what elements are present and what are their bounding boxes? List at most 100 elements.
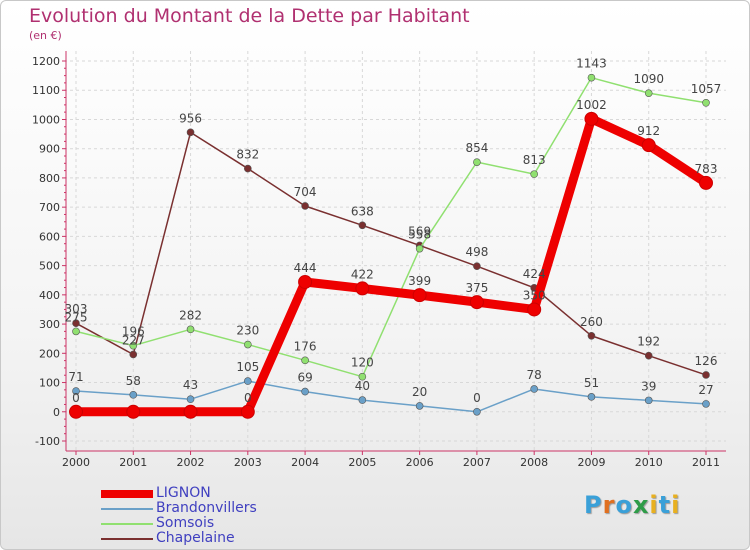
- data-label-lignon: 422: [351, 267, 374, 281]
- data-label-chapelaine: 227: [122, 333, 145, 347]
- legend-swatch: [101, 523, 153, 525]
- data-point-brandonvillers: [415, 402, 424, 410]
- data-label-chapelaine: 832: [236, 148, 259, 162]
- data-point-brandonvillers: [530, 385, 538, 393]
- data-label-brandonvillers: 69: [297, 371, 312, 385]
- y-tick-label: -100: [35, 435, 60, 448]
- data-label-somsois: 275: [65, 310, 88, 324]
- legend-swatch: [101, 538, 153, 540]
- data-point-lignon: [355, 281, 370, 296]
- legend-label: Brandonvillers: [156, 500, 257, 516]
- data-label-brandonvillers: 27: [698, 383, 713, 397]
- data-point-brandonvillers: [72, 387, 80, 395]
- data-label-somsois: 558: [408, 228, 431, 242]
- x-tick-label: 2003: [234, 456, 262, 469]
- data-point-brandonvillers: [644, 396, 653, 405]
- data-label-chapelaine: 498: [465, 245, 488, 259]
- logo-letter: i: [671, 491, 681, 519]
- data-point-chapelaine: [129, 350, 138, 359]
- data-label-chapelaine: 569: [408, 224, 431, 238]
- data-point-lignon: [298, 274, 313, 289]
- series-group: [69, 73, 713, 419]
- data-label-lignon: 1002: [576, 98, 607, 112]
- axes: [62, 51, 726, 455]
- data-point-brandonvillers: [702, 400, 710, 408]
- grid-lines: [64, 51, 726, 451]
- y-tick-label: 700: [39, 201, 60, 214]
- data-label-brandonvillers: 105: [236, 360, 259, 374]
- data-point-chapelaine: [473, 262, 481, 271]
- series-line-chapelaine: [75, 131, 707, 376]
- y-tick-label: 300: [39, 318, 60, 331]
- y-tick-label: 200: [39, 347, 60, 360]
- chart-title: Evolution du Montant de la Dette par Hab…: [29, 5, 470, 27]
- data-point-chapelaine: [186, 128, 195, 137]
- data-point-lignon: [412, 288, 427, 303]
- data-label-lignon: 0: [244, 391, 252, 405]
- data-label-somsois: 282: [179, 308, 202, 322]
- x-tick-label: 2005: [348, 456, 376, 469]
- y-tick-label: 600: [39, 230, 60, 243]
- data-point-chapelaine: [587, 331, 596, 340]
- x-tick-label: 2006: [406, 456, 434, 469]
- data-point-brandonvillers: [186, 395, 195, 404]
- data-label-brandonvillers: 40: [355, 379, 370, 393]
- x-tick-label: 2011: [692, 456, 720, 469]
- data-point-somsois: [129, 341, 138, 350]
- data-label-chapelaine: 126: [695, 354, 718, 368]
- y-tick-label: 400: [39, 289, 60, 302]
- data-label-somsois: 176: [294, 339, 317, 353]
- data-label-lignon: 912: [637, 124, 660, 138]
- data-label-somsois: 196: [122, 325, 145, 339]
- data-point-chapelaine: [301, 202, 309, 210]
- data-point-somsois: [644, 89, 653, 97]
- data-label-chapelaine: 192: [637, 335, 660, 349]
- data-point-chapelaine: [244, 164, 252, 173]
- y-tick-label: 1100: [32, 84, 60, 97]
- data-point-brandonvillers: [129, 391, 138, 399]
- data-label-chapelaine: 424: [523, 267, 546, 281]
- data-label-lignon: 444: [294, 261, 317, 275]
- x-tick-label: 2009: [577, 456, 605, 469]
- data-point-brandonvillers: [473, 407, 481, 416]
- data-label-brandonvillers: 71: [68, 370, 83, 384]
- chart-subtitle: (en €): [29, 29, 62, 42]
- series-line-somsois: [75, 76, 707, 378]
- data-label-brandonvillers: 20: [412, 385, 427, 399]
- y-tick-label: 900: [39, 143, 60, 156]
- data-point-brandonvillers: [301, 387, 309, 396]
- data-point-brandonvillers: [358, 396, 367, 404]
- data-point-chapelaine: [702, 371, 710, 379]
- data-point-somsois: [358, 372, 367, 381]
- y-tick-label: 0: [53, 406, 60, 419]
- data-point-somsois: [244, 340, 252, 349]
- logo-letter: P: [584, 491, 603, 519]
- logo-letter: x: [632, 491, 650, 519]
- data-label-lignon: 375: [465, 281, 488, 295]
- data-point-lignon: [240, 404, 255, 419]
- x-axis-ticks: 2000 2001 2002 2003 2004 2005 2006 2007 2008 2009…: [62, 456, 720, 469]
- legend-label: Somsois: [156, 515, 215, 531]
- data-point-lignon: [641, 138, 656, 153]
- data-point-lignon: [183, 404, 198, 419]
- x-tick-label: 2000: [62, 456, 90, 469]
- x-tick-label: 2007: [463, 456, 491, 469]
- data-point-somsois: [415, 244, 424, 253]
- x-tick-label: 2010: [635, 456, 663, 469]
- data-point-somsois: [587, 73, 596, 82]
- data-label-lignon: 0: [72, 391, 80, 405]
- series-line-brandonvillers: [75, 380, 707, 413]
- x-tick-label: 2004: [291, 456, 319, 469]
- x-tick-label: 2001: [119, 456, 147, 469]
- data-label-somsois: 813: [523, 153, 546, 167]
- legend-swatch: [101, 490, 153, 498]
- data-label-somsois: 854: [465, 141, 488, 155]
- data-label-somsois: 1143: [576, 57, 607, 71]
- y-tick-label: 800: [39, 172, 60, 185]
- data-label-lignon: 350: [523, 288, 546, 302]
- data-point-lignon: [69, 404, 83, 419]
- series-line-lignon: [71, 114, 711, 417]
- data-point-somsois: [702, 99, 710, 107]
